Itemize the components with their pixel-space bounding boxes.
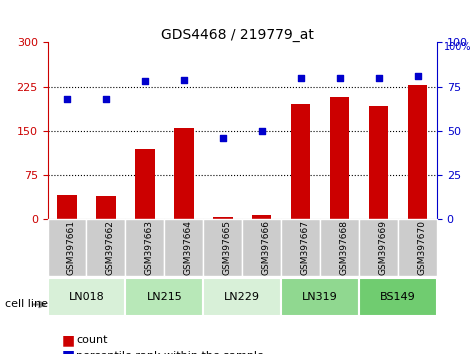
FancyBboxPatch shape [48,219,86,276]
Bar [213,217,232,219]
FancyBboxPatch shape [125,219,164,276]
FancyBboxPatch shape [281,219,320,276]
Text: GSM397665: GSM397665 [223,220,232,275]
Bar [252,215,271,219]
Text: count: count [76,335,107,345]
FancyBboxPatch shape [203,278,281,316]
Text: GSM397667: GSM397667 [301,220,310,275]
Bar [57,195,76,219]
Bar [369,106,388,219]
Point [258,128,266,134]
Bar [408,85,427,219]
FancyBboxPatch shape [359,219,398,276]
Text: GSM397669: GSM397669 [379,220,388,275]
FancyBboxPatch shape [48,278,125,316]
Text: LN229: LN229 [224,292,260,302]
Text: percentile rank within the sample: percentile rank within the sample [76,351,264,354]
Point [414,73,421,79]
FancyBboxPatch shape [398,219,437,276]
Text: 100%: 100% [444,42,472,52]
Text: GSM397661: GSM397661 [67,220,76,275]
Bar [291,104,310,219]
FancyBboxPatch shape [320,219,359,276]
Bar [96,196,115,219]
Text: GSM397662: GSM397662 [106,220,115,275]
Point [180,77,188,82]
Text: ■: ■ [62,333,75,347]
Point [336,75,343,81]
Text: GSM397666: GSM397666 [262,220,271,275]
Point [63,96,71,102]
Bar [174,128,193,219]
FancyBboxPatch shape [125,278,203,316]
Point [375,75,382,81]
Text: GSM397668: GSM397668 [340,220,349,275]
Text: cell line: cell line [5,299,48,309]
Point [219,135,227,141]
FancyBboxPatch shape [203,219,242,276]
Text: LN215: LN215 [146,292,182,302]
Text: ■: ■ [62,349,75,354]
Text: LN319: LN319 [302,292,338,302]
Point [102,96,110,102]
Text: BS149: BS149 [380,292,416,302]
Text: GSM397664: GSM397664 [184,220,193,275]
FancyBboxPatch shape [281,278,359,316]
FancyBboxPatch shape [86,219,125,276]
Bar [135,149,154,219]
Text: LN018: LN018 [68,292,104,302]
Text: GSM397663: GSM397663 [145,220,154,275]
FancyBboxPatch shape [164,219,203,276]
Text: GSM397670: GSM397670 [418,220,427,275]
Bar [330,97,349,219]
Point [141,79,149,84]
Point [297,75,304,81]
FancyBboxPatch shape [359,278,437,316]
Text: GDS4468 / 219779_at: GDS4468 / 219779_at [161,28,314,42]
FancyBboxPatch shape [242,219,281,276]
